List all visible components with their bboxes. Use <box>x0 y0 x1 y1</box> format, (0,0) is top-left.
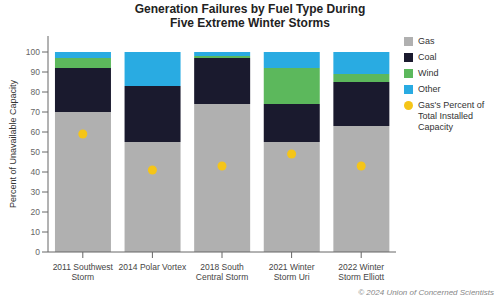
svg-text:100: 100 <box>26 47 40 57</box>
svg-text:10: 10 <box>31 227 41 237</box>
svg-text:30: 30 <box>31 187 41 197</box>
html-text:© 2024 Union of Concerned Scie: © 2024 Union of Concerned Scientists <box>358 288 494 297</box>
svg-text:50: 50 <box>31 147 41 157</box>
svg-text:90: 90 <box>31 67 41 77</box>
svg-text:2021 WinterStorm Uri: 2021 WinterStorm Uri <box>269 262 315 282</box>
svg-text:2014 Polar Vortex: 2014 Polar Vortex <box>119 262 187 272</box>
svg-text:2011 SouthwestStorm: 2011 SouthwestStorm <box>53 262 114 282</box>
html-text:Gas's Percent of Total Install: Gas's Percent of Total Installed Capacit… <box>418 100 485 132</box>
html-text:Wind: Wind <box>418 68 439 78</box>
svg-text:2022 WinterStorm Elliott: 2022 WinterStorm Elliott <box>338 262 384 282</box>
svg-text:0: 0 <box>35 247 40 257</box>
html-text:Generation Failures by Fuel Ty: Generation Failures by Fuel Type During … <box>134 2 366 30</box>
svg-text:70: 70 <box>31 107 41 117</box>
html-text:Other: Other <box>418 84 441 94</box>
svg-text:40: 40 <box>31 167 41 177</box>
svg-text:60: 60 <box>31 127 41 137</box>
svg-text:20: 20 <box>31 207 41 217</box>
svg-text:2018 SouthCentral Storm: 2018 SouthCentral Storm <box>196 262 248 282</box>
html-text:Coal: Coal <box>418 52 437 62</box>
svg-text:Percent of Unavailable Capacit: Percent of Unavailable Capacity <box>8 79 18 208</box>
html-text:Gas: Gas <box>418 36 435 46</box>
svg-text:80: 80 <box>31 87 41 97</box>
